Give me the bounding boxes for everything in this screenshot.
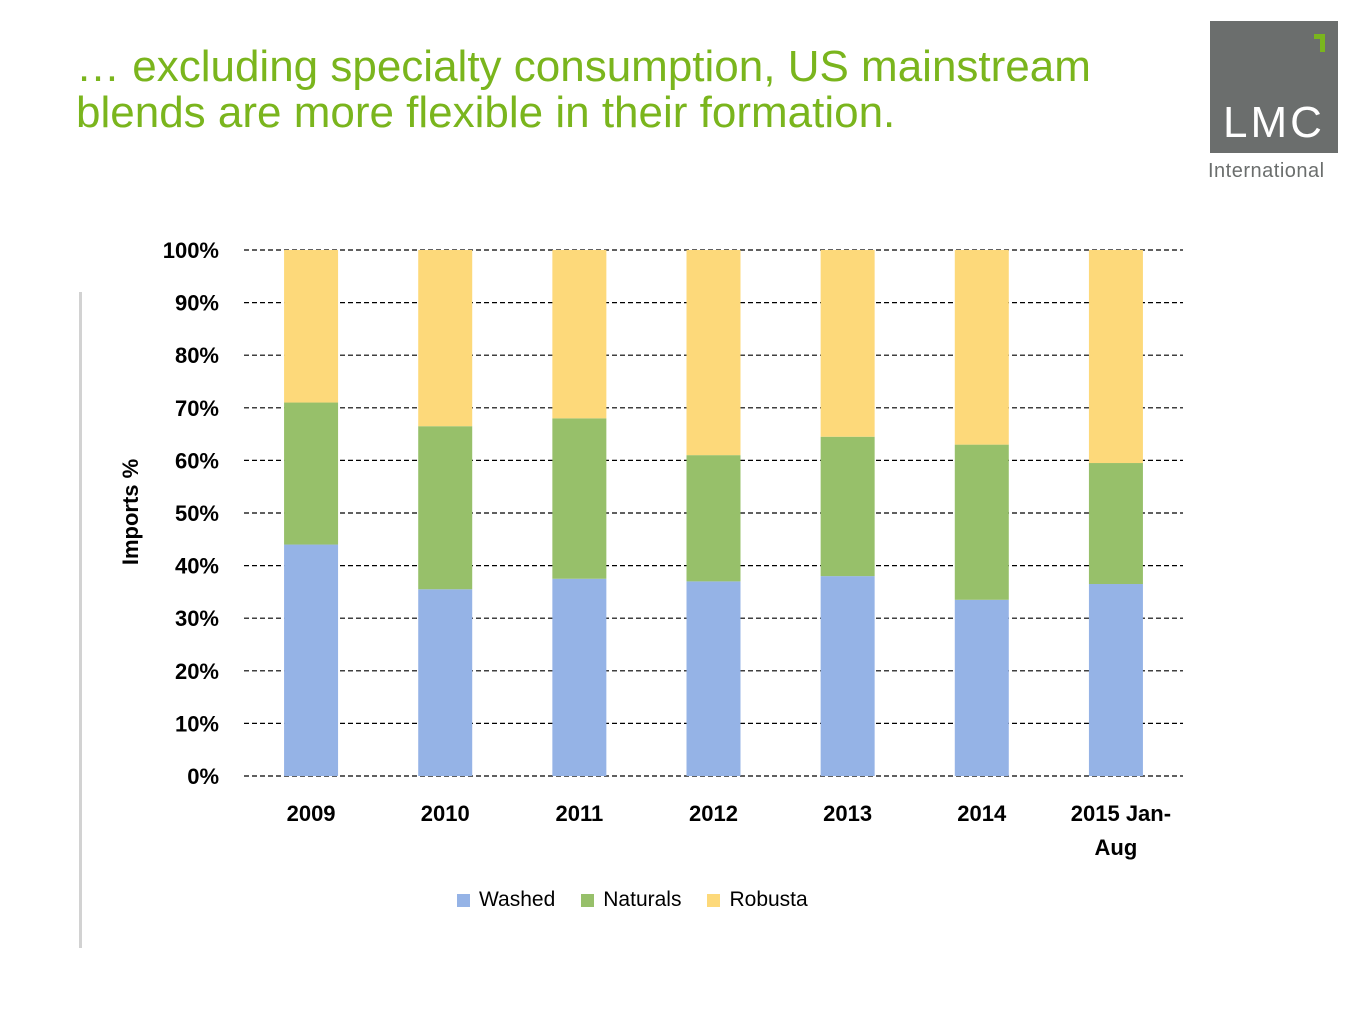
bar-washed [1088,584,1143,776]
legend-item-robusta: Robusta [707,888,808,912]
bar-washed [418,589,473,776]
y-tick-label: 100% [163,238,219,263]
slide-title: … excluding specialty consumption, US ma… [76,44,1186,136]
y-tick-label: 10% [175,711,219,736]
logo-subtext: International [1208,160,1325,182]
y-tick-label: 0% [187,764,219,789]
bar-robusta [820,250,875,437]
chart-gridlines [244,249,1183,777]
bar-washed [284,544,339,776]
x-tick-label: 2013 [823,801,872,826]
y-axis-ticks: 0% 10% 20% 30% 40% 50% 60% 70% 80% 90% 100% [163,238,219,789]
bar-naturals [820,436,875,577]
legend-swatch-naturals [581,893,595,907]
x-tick-label: Aug [1095,835,1138,860]
bar-robusta [284,250,339,403]
bar-robusta [686,250,741,456]
bar-naturals [552,418,607,579]
legend-label-naturals: Naturals [603,888,682,911]
bar-robusta [1088,250,1143,464]
logo-corner-mark-icon [1314,34,1325,52]
y-tick-label: 20% [175,659,219,684]
y-tick-label: 40% [175,554,219,579]
left-divider [79,292,82,948]
bar-naturals [418,426,473,590]
bar-robusta [418,250,473,427]
x-tick-label: 2010 [421,801,470,826]
chart-legend: Washed Naturals Robusta [457,888,808,912]
legend-item-naturals: Naturals [581,888,681,912]
x-tick-label: 2014 [957,801,1007,826]
bar-washed [954,599,1009,776]
slide-title-line-1: … excluding specialty consumption, US ma… [76,42,1091,91]
y-tick-label: 60% [175,448,219,473]
x-tick-label: 2012 [689,801,738,826]
x-axis-ticks: 2009 2010 2011 2012 2013 2014 2015 Jan- Aug [287,801,1171,860]
chart-bars [284,250,1143,776]
legend-label-washed: Washed [479,888,556,911]
logo-text: LMC [1223,98,1325,147]
bar-washed [686,581,741,776]
bar-naturals [686,455,741,582]
bar-naturals [954,444,1009,600]
y-tick-label: 50% [175,501,219,526]
bar-robusta [552,250,607,419]
y-tick-label: 90% [175,291,219,316]
x-tick-label: 2009 [287,801,336,826]
x-tick-label: 2015 Jan- [1071,801,1171,826]
legend-swatch-washed [457,893,470,907]
y-tick-label: 30% [175,606,219,631]
y-axis-label: Imports % [118,459,143,565]
bar-washed [552,578,607,776]
bar-naturals [1088,463,1143,585]
bar-washed [820,576,875,776]
x-tick-label: 2011 [555,801,603,826]
legend-label-robusta: Robusta [729,888,808,911]
slide-title-line-2: blends are more flexible in their format… [76,88,896,137]
legend-item-washed: Washed [457,888,555,912]
bar-robusta [954,250,1009,445]
bar-naturals [284,402,339,545]
lmc-logo: LMC [1210,21,1338,153]
y-tick-label: 70% [175,396,219,421]
legend-swatch-robusta [707,893,721,907]
y-tick-label: 80% [175,343,219,368]
